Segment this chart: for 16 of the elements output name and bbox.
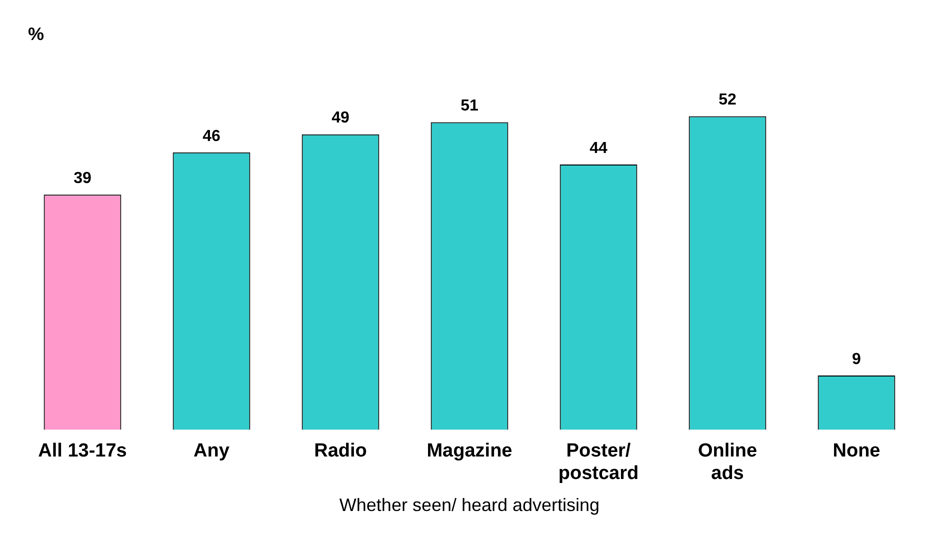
x-tick-label: Radio [314, 440, 367, 462]
y-axis-title: % [28, 24, 44, 44]
x-axis-title: Whether seen/ heard advertising [339, 495, 600, 516]
data-label: 51 [460, 98, 478, 115]
x-tick-label: Any [194, 440, 230, 462]
data-label: 44 [590, 140, 608, 157]
data-label: 49 [332, 110, 350, 127]
data-label: 9 [852, 350, 862, 368]
x-tick-label: Online ads [698, 440, 758, 484]
data-label: 46 [202, 128, 220, 145]
x-tick-label: All 13-17s [38, 440, 127, 462]
x-tick-label: Poster/ postcard [558, 440, 639, 484]
data-label: 39 [74, 170, 92, 188]
data-label: 52 [718, 92, 736, 109]
x-tick-label: None [832, 440, 880, 462]
x-tick-label: Magazine [426, 440, 512, 462]
